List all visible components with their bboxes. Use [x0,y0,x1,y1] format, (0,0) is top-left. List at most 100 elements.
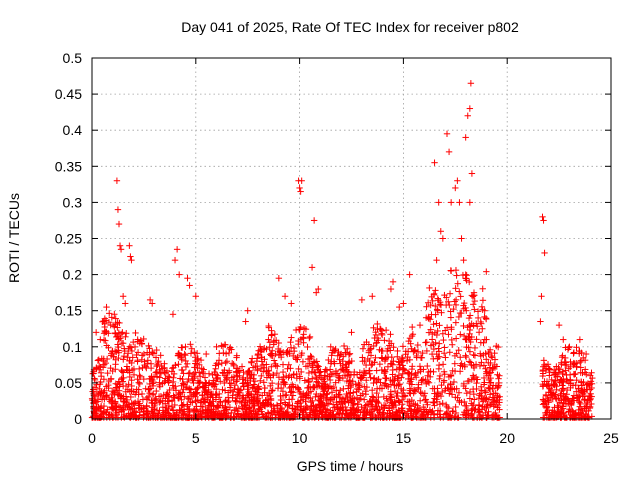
x-axis-label: GPS time / hours [297,458,404,474]
data-point [348,329,355,336]
data-point [345,368,352,376]
data-point [442,354,449,361]
data-point [577,358,584,366]
data-point [434,307,441,314]
data-point [350,400,358,407]
data-point [344,372,351,380]
data-point [334,401,342,408]
data-point [136,372,143,379]
data-point [107,375,115,382]
data-point [277,396,285,404]
data-point [248,355,256,362]
data-point [248,359,255,367]
data-point [446,390,453,397]
data-point [268,387,275,395]
data-point [263,401,271,408]
data-point [478,303,486,311]
data-point [381,357,389,365]
x-tick-label: 0 [88,430,96,446]
data-point [175,361,182,368]
data-point [384,363,392,370]
data-point [97,336,104,343]
data-point [541,378,548,385]
data-point [106,310,113,317]
data-point [146,345,153,352]
data-point [479,285,486,292]
data-point [282,401,289,408]
data-point [467,80,475,87]
data-point [434,327,441,335]
data-point [443,130,451,138]
data-point [414,402,421,409]
data-point [448,326,455,333]
data-point [260,399,267,406]
y-tick-label: 0.05 [55,375,82,391]
data-point [483,268,490,275]
data-point [428,336,436,343]
data-point [424,401,431,408]
data-point [435,361,443,369]
data-point [233,378,240,385]
data-point [128,377,135,384]
data-point [454,177,461,184]
data-point [114,414,122,421]
y-tick-label: 0 [74,411,82,427]
data-point [256,343,264,350]
data-point [360,396,368,403]
data-point [471,306,478,313]
data-point [354,401,361,408]
data-point [245,382,252,389]
data-point [466,395,474,402]
data-point [382,326,390,334]
data-point [279,361,287,368]
data-point [452,319,460,326]
data-point [306,333,314,341]
data-point [196,361,203,368]
data-point [466,388,474,396]
data-point [186,369,194,377]
data-point [424,362,431,370]
data-point [409,331,417,338]
data-point [115,220,123,228]
data-point [349,401,357,409]
data-point [298,177,305,184]
data-point [279,388,287,395]
data-point [337,387,344,394]
data-points [88,80,596,421]
data-point [430,345,438,353]
data-point [452,335,460,342]
data-point [567,401,575,409]
data-point [309,375,316,382]
data-point [463,390,470,397]
data-point [416,363,424,370]
data-point [486,401,494,409]
data-point [304,384,311,392]
data-point [562,354,569,362]
data-point [293,370,300,378]
data-point [468,376,476,383]
data-point [221,341,229,348]
data-point [545,399,552,406]
data-point [400,300,407,307]
data-point [407,390,414,397]
data-point [116,242,124,249]
data-point [491,349,498,357]
data-point [275,339,282,347]
data-point [258,372,265,380]
data-point [295,340,302,348]
data-point [580,390,587,398]
data-point [553,363,560,370]
data-point [445,298,452,305]
data-point [429,297,436,305]
data-point [422,339,429,346]
data-point [123,330,130,337]
data-point [146,351,153,358]
data-point [288,334,295,341]
data-point [147,360,155,367]
data-point [425,379,433,386]
data-point [298,368,305,376]
data-point [265,322,272,330]
data-point [427,326,434,333]
data-point [451,352,459,360]
data-point [577,357,585,364]
